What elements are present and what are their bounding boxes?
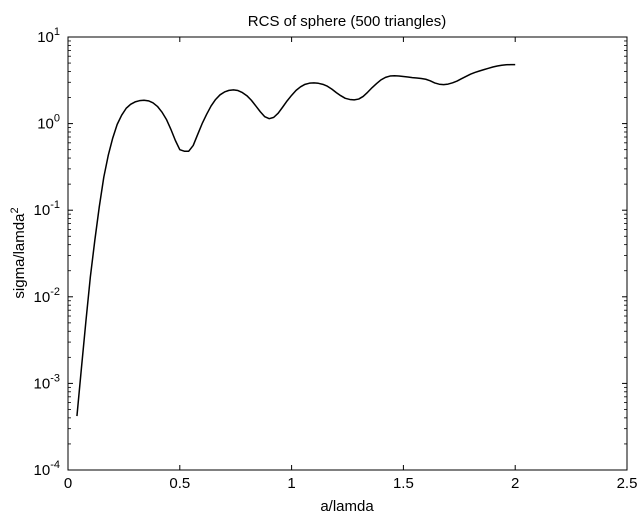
y-tick-base: 10 <box>37 116 54 133</box>
y-tick-base: 10 <box>34 202 51 219</box>
x-tick-label: 0.5 <box>169 475 190 492</box>
series-layer <box>76 63 516 417</box>
y-axis-label-text: sigma/lamda <box>11 213 28 299</box>
y-tick-base: 10 <box>37 29 54 46</box>
plot-frame <box>67 36 628 471</box>
chart-title: RCS of sphere (500 triangles) <box>248 13 446 30</box>
y-tick-exponent: -1 <box>50 199 60 211</box>
x-tick-label: 0 <box>64 475 72 492</box>
y-tick-exponent: -4 <box>50 459 60 471</box>
x-tick-label: 1 <box>287 475 295 492</box>
y-tick-label: 101 <box>37 26 60 46</box>
y-tick-exponent: 1 <box>54 26 60 38</box>
y-tick-exponent: -3 <box>50 372 60 384</box>
y-tick-exponent: 0 <box>54 113 60 125</box>
y-tick-base: 10 <box>34 375 51 392</box>
y-axis-label: sigma/lamda2 <box>9 207 28 298</box>
y-tick-label: 10-4 <box>34 459 60 479</box>
y-tick-base: 10 <box>34 289 51 306</box>
y-tick-label: 100 <box>37 113 60 133</box>
x-tick-label: 1.5 <box>393 475 414 492</box>
x-tick-label: 2.5 <box>617 475 638 492</box>
y-axis-label-superscript: 2 <box>9 207 21 213</box>
y-tick-label: 10-3 <box>34 372 60 392</box>
x-tick-label: 2 <box>511 475 519 492</box>
series-line <box>76 63 516 417</box>
x-axis-label: a/lamda <box>320 498 374 515</box>
x-axis-ticks: 0 0.5 1 1.5 2 2.5 <box>64 37 638 492</box>
y-tick-exponent: -2 <box>50 286 60 298</box>
y-tick-base: 10 <box>34 462 51 479</box>
y-tick-label: 10-1 <box>34 199 60 219</box>
y-tick-label: 10-2 <box>34 286 60 306</box>
